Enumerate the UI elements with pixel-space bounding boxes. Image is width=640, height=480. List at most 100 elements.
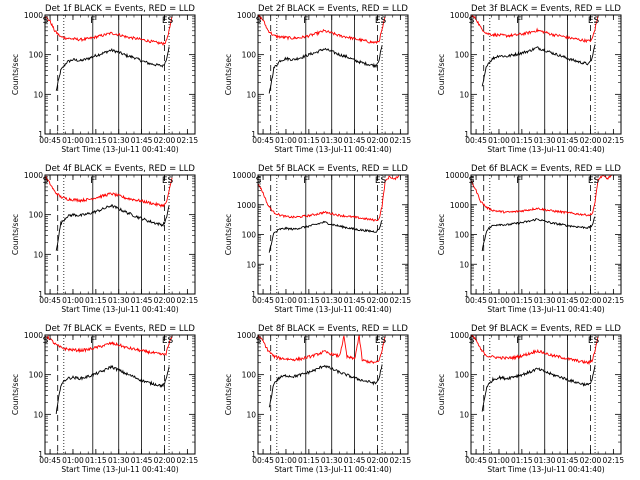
y-tick-label: 100: [455, 51, 470, 60]
event-marker-label: F: [303, 176, 308, 186]
series-line-events: [481, 44, 596, 87]
plot-frame: [257, 174, 409, 295]
x-tick-label: 02:00: [154, 456, 176, 465]
x-tick-label: 02:15: [603, 296, 625, 305]
event-marker-label: ES: [588, 176, 600, 186]
x-tick-label: 01:45: [557, 456, 579, 465]
y-tick-label: 1000: [450, 11, 469, 20]
chart-title: Det 5f BLACK = Events, RED = LLD: [258, 164, 408, 174]
event-marker-label: S: [43, 16, 49, 26]
plot-frame: [470, 334, 622, 455]
chart-panel-4: Det 4f BLACK = Events, RED = LLD 1 10 100 10…: [11, 164, 198, 314]
x-tick-label: 01:45: [131, 296, 153, 305]
x-tick-label: 01:30: [321, 296, 343, 305]
x-tick-label: 01:15: [85, 136, 107, 145]
series-line-lld: [471, 174, 612, 217]
x-axis-label: Start Time (13-Jul-11 00:41:40): [487, 305, 604, 314]
x-tick-label: 01:45: [557, 296, 579, 305]
y-tick-label: 100: [29, 51, 44, 60]
x-axis-label: Start Time (13-Jul-11 00:41:40): [61, 305, 178, 314]
x-tick-label: 02:00: [367, 296, 389, 305]
series-line-events: [55, 364, 170, 414]
chart-title: Det 9f BLACK = Events, RED = LLD: [471, 324, 621, 334]
x-tick-label: 01:00: [488, 456, 510, 465]
chart-title: Det 8f BLACK = Events, RED = LLD: [258, 324, 408, 334]
event-marker-label: S: [469, 336, 475, 346]
x-tick-label: 01:45: [557, 136, 579, 145]
event-marker-label: ES: [375, 176, 387, 186]
x-tick-label: 01:45: [344, 136, 366, 145]
x-tick-label: 01:15: [298, 296, 320, 305]
y-axis-label: Counts/sec: [11, 214, 20, 255]
series-line-lld: [258, 14, 386, 45]
x-tick-label: 01:30: [534, 296, 556, 305]
x-tick-label: 01:00: [488, 136, 510, 145]
y-axis-label: Counts/sec: [224, 214, 233, 255]
y-tick-label: 1000: [237, 11, 256, 20]
y-tick-label: 1000: [24, 171, 43, 180]
y-tick-label: 1000: [450, 331, 469, 340]
y-tick-label: 10000: [445, 171, 469, 180]
x-tick-label: 02:00: [367, 456, 389, 465]
y-tick-label: 1000: [24, 331, 43, 340]
x-tick-label: 02:15: [390, 136, 412, 145]
y-tick-label: 1: [251, 130, 256, 139]
y-tick-label: 1: [251, 450, 256, 459]
x-tick-label: 00:45: [39, 456, 61, 465]
x-tick-label: 02:00: [154, 296, 176, 305]
x-tick-label: 01:30: [321, 456, 343, 465]
event-marker-label: ES: [588, 336, 600, 346]
event-marker-label: S: [43, 176, 49, 186]
y-tick-label: 10: [246, 260, 256, 269]
chart-title: Det 3f BLACK = Events, RED = LLD: [471, 4, 621, 14]
x-tick-label: 01:15: [298, 456, 320, 465]
event-marker-label: F: [90, 336, 95, 346]
y-tick-label: 100: [29, 211, 44, 220]
series-line-events: [55, 204, 170, 251]
event-marker-label: F: [303, 336, 308, 346]
plot-frame: [44, 334, 196, 455]
plot-frame: [257, 14, 409, 135]
x-tick-label: 02:15: [603, 456, 625, 465]
series-line-events: [481, 216, 596, 252]
y-tick-label: 100: [455, 231, 470, 240]
series-line-events: [268, 220, 383, 253]
x-tick-label: 01:15: [85, 296, 107, 305]
event-marker-label: ES: [375, 336, 387, 346]
y-tick-label: 1: [38, 450, 43, 459]
chart-title: Det 7f BLACK = Events, RED = LLD: [45, 324, 195, 334]
y-tick-label: 10: [33, 90, 43, 99]
x-tick-label: 02:15: [390, 456, 412, 465]
x-tick-label: 01:00: [62, 456, 84, 465]
y-tick-label: 10: [459, 260, 469, 269]
event-marker-label: F: [90, 176, 95, 186]
chart-panel-1: Det 1f BLACK = Events, RED = LLD 1 10 100 10…: [11, 4, 198, 154]
x-tick-label: 02:15: [603, 136, 625, 145]
y-tick-label: 100: [242, 231, 257, 240]
chart-panel-5: Det 5f BLACK = Events, RED = LLD 1 10 100 10…: [224, 164, 411, 314]
event-marker-label: S: [256, 336, 262, 346]
series-line-lld: [471, 334, 599, 366]
x-tick-label: 02:15: [177, 296, 199, 305]
event-marker-label: S: [256, 176, 262, 186]
series-line-lld: [258, 334, 386, 365]
chart-panel-6: Det 6f BLACK = Events, RED = LLD 1 10 100 10…: [437, 164, 624, 314]
x-tick-label: 01:30: [108, 456, 130, 465]
event-marker-label: F: [516, 16, 521, 26]
event-marker-label: F: [516, 336, 521, 346]
series-line-events: [481, 365, 596, 412]
x-tick-label: 01:30: [321, 136, 343, 145]
chart-panel-8: Det 8f BLACK = Events, RED = LLD 1 10 100 10…: [224, 324, 411, 474]
y-tick-label: 100: [455, 371, 470, 380]
event-marker-label: S: [469, 176, 475, 186]
x-tick-label: 01:15: [511, 296, 533, 305]
x-axis-label: Start Time (13-Jul-11 00:41:40): [274, 145, 391, 154]
x-tick-label: 02:00: [367, 136, 389, 145]
x-tick-label: 01:15: [511, 456, 533, 465]
event-marker-label: ES: [375, 16, 387, 26]
x-tick-label: 00:45: [252, 296, 274, 305]
chart-panel-9: Det 9f BLACK = Events, RED = LLD 1 10 100 10…: [437, 324, 624, 474]
y-tick-label: 10: [459, 410, 469, 419]
chart-title: Det 6f BLACK = Events, RED = LLD: [471, 164, 621, 174]
